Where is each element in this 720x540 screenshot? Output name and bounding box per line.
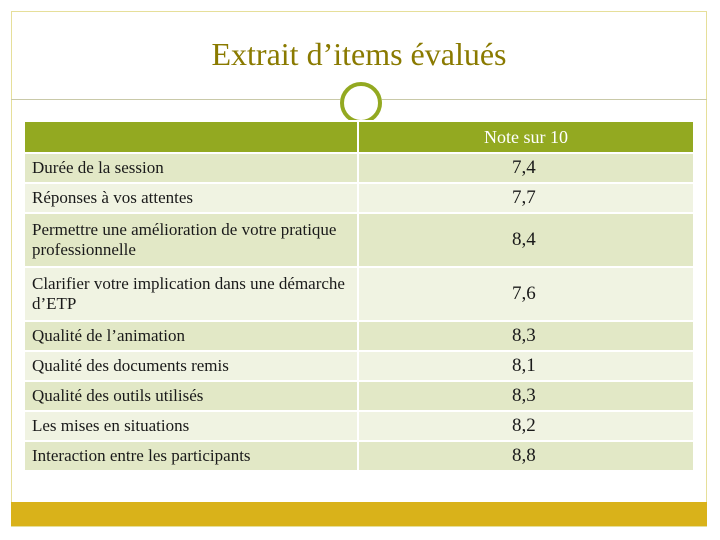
item-score: 8,8 <box>357 440 695 472</box>
item-label: Permettre une amélioration de votre prat… <box>23 212 359 268</box>
evaluation-table: Note sur 10 Durée de la session 7,4 Répo… <box>23 120 695 472</box>
table-row: Qualité des outils utilisés 8,3 <box>23 380 695 412</box>
slide-frame <box>11 11 707 527</box>
table-row: Les mises en situations 8,2 <box>23 410 695 442</box>
title-divider-right <box>382 99 707 100</box>
item-score: 8,3 <box>357 380 695 412</box>
item-score: 7,6 <box>357 266 695 322</box>
item-label: Les mises en situations <box>23 410 359 442</box>
table-row: Clarifier votre implication dans une dém… <box>23 266 695 322</box>
slide-title: Extrait d’items évalués <box>211 36 507 72</box>
table-header-row: Note sur 10 <box>23 120 695 154</box>
table-row: Réponses à vos attentes 7,7 <box>23 182 695 214</box>
table-row: Qualité des documents remis 8,1 <box>23 350 695 382</box>
item-label: Qualité des outils utilisés <box>23 380 359 412</box>
table-row: Qualité de l’animation 8,3 <box>23 320 695 352</box>
item-label: Durée de la session <box>23 152 359 184</box>
item-score: 8,3 <box>357 320 695 352</box>
table-row: Interaction entre les participants 8,8 <box>23 440 695 472</box>
item-score: 8,4 <box>357 212 695 268</box>
item-label: Réponses à vos attentes <box>23 182 359 214</box>
item-score: 7,4 <box>357 152 695 184</box>
ring-ornament <box>340 82 382 124</box>
item-label: Qualité des documents remis <box>23 350 359 382</box>
footer-bar <box>11 502 707 526</box>
item-score: 7,7 <box>357 182 695 214</box>
item-label: Interaction entre les participants <box>23 440 359 472</box>
table-row: Permettre une amélioration de votre prat… <box>23 212 695 268</box>
header-item <box>23 120 359 154</box>
item-score: 8,1 <box>357 350 695 382</box>
item-score: 8,2 <box>357 410 695 442</box>
table-row: Durée de la session 7,4 <box>23 152 695 184</box>
item-label: Qualité de l’animation <box>23 320 359 352</box>
title-divider-left <box>11 99 340 100</box>
header-score: Note sur 10 <box>357 120 695 154</box>
item-label: Clarifier votre implication dans une dém… <box>23 266 359 322</box>
